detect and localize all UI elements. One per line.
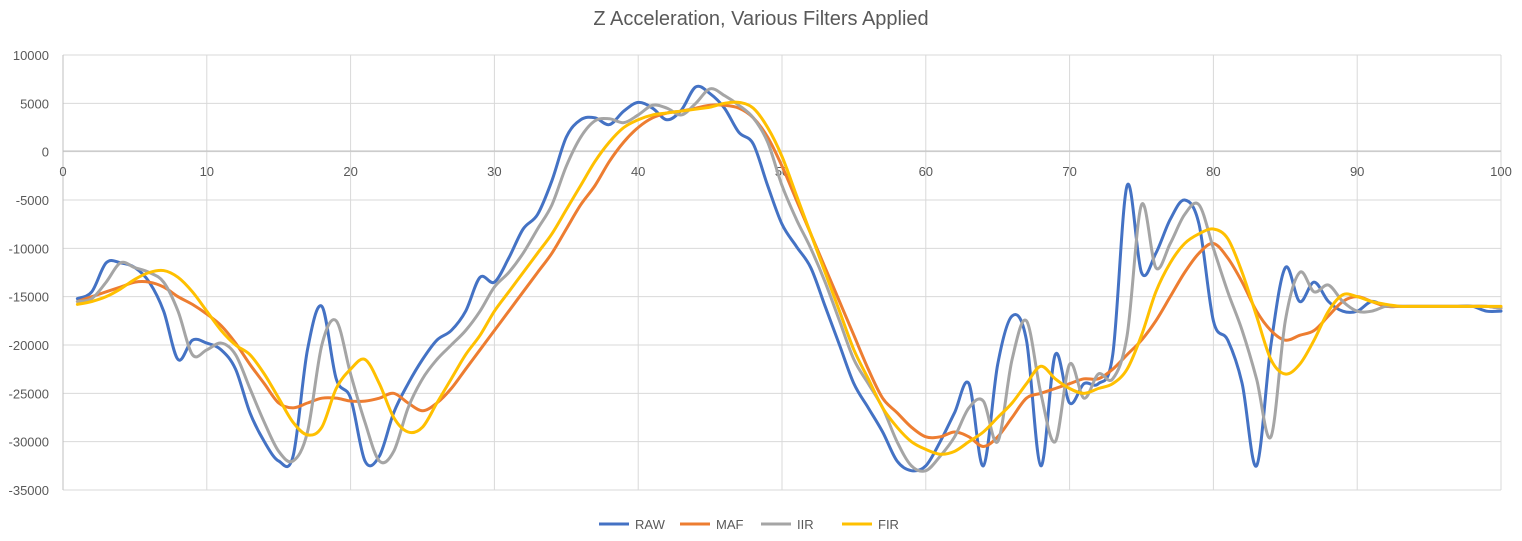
y-tick-label: -10000 xyxy=(9,241,49,256)
x-tick-label: 0 xyxy=(59,164,66,179)
chart-title: Z Acceleration, Various Filters Applied xyxy=(593,8,928,30)
series-line-iir xyxy=(75,87,1503,473)
y-tick-label: -20000 xyxy=(9,338,49,353)
y-tick-label: 5000 xyxy=(20,96,49,111)
y-tick-label: -15000 xyxy=(9,290,49,305)
x-tick-label: 80 xyxy=(1206,164,1220,179)
x-tick-label: 40 xyxy=(631,164,645,179)
y-tick-label: -30000 xyxy=(9,435,49,450)
legend-label-fir: FIR xyxy=(878,517,899,532)
chart-legend: RAW MAF IIR FIR xyxy=(599,517,899,532)
y-tick-label: -35000 xyxy=(9,483,49,498)
x-tick-label: 20 xyxy=(343,164,357,179)
x-tick-label: 10 xyxy=(200,164,214,179)
legend-label-iir: IIR xyxy=(797,517,814,532)
y-tick-label: -25000 xyxy=(9,386,49,401)
legend-label-raw: RAW xyxy=(635,517,666,532)
x-tick-label: 30 xyxy=(487,164,501,179)
legend-label-maf: MAF xyxy=(716,517,744,532)
y-tick-label: 10000 xyxy=(13,48,49,63)
series-line-fir xyxy=(75,100,1503,456)
x-tick-label: 90 xyxy=(1350,164,1364,179)
x-tick-label: 100 xyxy=(1490,164,1512,179)
series-line-maf xyxy=(75,103,1503,448)
y-tick-label: 0 xyxy=(42,145,49,160)
series-line-raw xyxy=(75,84,1503,473)
x-tick-label: 60 xyxy=(919,164,933,179)
x-tick-label: 70 xyxy=(1062,164,1076,179)
y-tick-label: -5000 xyxy=(16,193,49,208)
